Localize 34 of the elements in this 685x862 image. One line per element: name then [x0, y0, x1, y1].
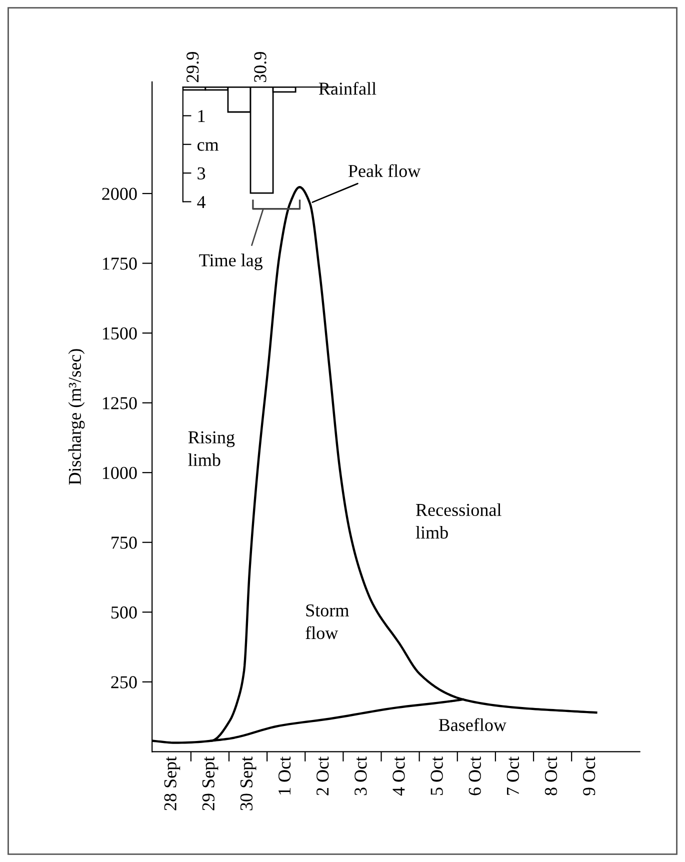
y-tick-label: cm — [197, 142, 219, 151]
y-tick-label: 4 — [197, 196, 206, 208]
y-tick-label: 1750 — [102, 258, 137, 270]
annotation: Storm flow — [306, 604, 349, 640]
annotation: Rising limb — [188, 431, 235, 466]
y-tick-label: 1250 — [102, 397, 137, 410]
x-tick-label: 1 Oct — [278, 756, 291, 794]
y-tick-label: 250 — [111, 676, 137, 688]
x-tick-label: 4 Oct — [392, 756, 405, 796]
y-tick-label: 750 — [112, 536, 137, 549]
x-tick-label: 9 Oct — [583, 756, 596, 796]
x-tick-label: 2 Oct — [316, 756, 329, 796]
annotation: Time lag — [199, 254, 263, 270]
y-tick-label: 2000 — [102, 188, 137, 200]
x-tick-label: 3 Oct — [354, 756, 367, 796]
x-tick-label: 30 Sept — [240, 756, 256, 810]
y-tick-label: 1000 — [102, 466, 137, 480]
x-tick-label: 5 Oct — [430, 756, 443, 795]
x-tick-label: 7 Oct — [506, 756, 520, 795]
x-tick-label: 30.9 — [254, 52, 266, 82]
y-axis-title: Discharge (m³/sec) — [68, 349, 85, 485]
x-tick-label: 28 Sept — [164, 756, 180, 810]
annotation: Recessional limb — [416, 503, 502, 539]
x-tick-label: 8 Oct — [544, 756, 558, 796]
annotation: Rainfall — [318, 82, 376, 95]
x-tick-label: 6 Oct — [468, 756, 481, 796]
annotation: Peak flow — [348, 164, 421, 178]
y-tick-label: 1500 — [102, 327, 137, 340]
y-tick-label: 1 — [198, 110, 205, 122]
annotation: Baseflow — [438, 718, 506, 732]
x-tick-label: 29 Sept — [202, 756, 218, 810]
y-tick-label: 3 — [198, 167, 206, 180]
x-tick-label: 29.9 — [186, 52, 199, 82]
y-tick-label: 500 — [111, 606, 137, 619]
